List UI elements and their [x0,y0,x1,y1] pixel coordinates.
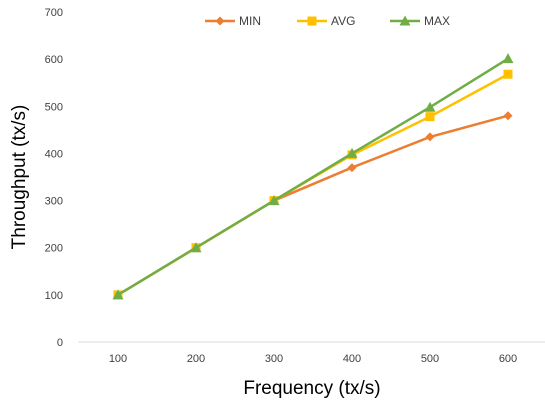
data-point-min [425,132,435,142]
x-tick-label: 300 [265,353,283,365]
legend-marker-max [399,15,411,26]
x-axis-title: Frequency (tx/s) [243,378,380,399]
data-point-max [424,101,436,112]
data-point-max [112,289,124,300]
legend-label-min: MIN [239,14,261,28]
y-tick-label: 100 [45,290,63,302]
series-min [113,111,513,300]
y-tick-label: 600 [45,54,63,66]
y-tick-label: 200 [45,243,63,255]
legend: MIN AVG MAX [205,14,450,28]
y-tick-label: 500 [45,101,63,113]
legend-label-avg: AVG [331,14,355,28]
data-point-max [502,53,514,64]
legend-item-min: MIN [205,14,261,28]
data-point-min [347,163,357,173]
series-max [112,53,514,300]
data-point-avg [503,69,513,79]
y-tick-label: 400 [45,148,63,160]
data-point-min [503,111,513,121]
legend-item-avg: AVG [297,14,355,28]
data-point-max [268,195,280,206]
x-tick-label: 600 [499,353,517,365]
series-line-max [117,57,509,296]
x-tick-label: 500 [421,353,439,365]
x-tick-label: 400 [343,353,361,365]
x-axis-ticks: 100 200 300 400 500 600 [109,353,517,365]
legend-marker-avg [307,16,317,26]
series-line-min [117,114,509,296]
y-tick-label: 700 [45,7,63,19]
data-point-max [346,147,358,158]
y-axis-ticks: 0 100 200 300 400 500 600 700 [45,7,63,349]
data-point-max [190,242,202,253]
x-tick-label: 100 [109,353,127,365]
y-tick-label: 0 [57,337,63,349]
y-axis-title: Throughput (tx/s) [9,105,30,250]
legend-label-max: MAX [424,14,450,28]
x-tick-label: 200 [187,353,205,365]
data-point-avg [425,112,435,122]
plot-series [112,53,514,300]
y-tick-label: 300 [45,196,63,208]
legend-marker-min [215,16,225,26]
legend-item-max: MAX [390,14,450,28]
